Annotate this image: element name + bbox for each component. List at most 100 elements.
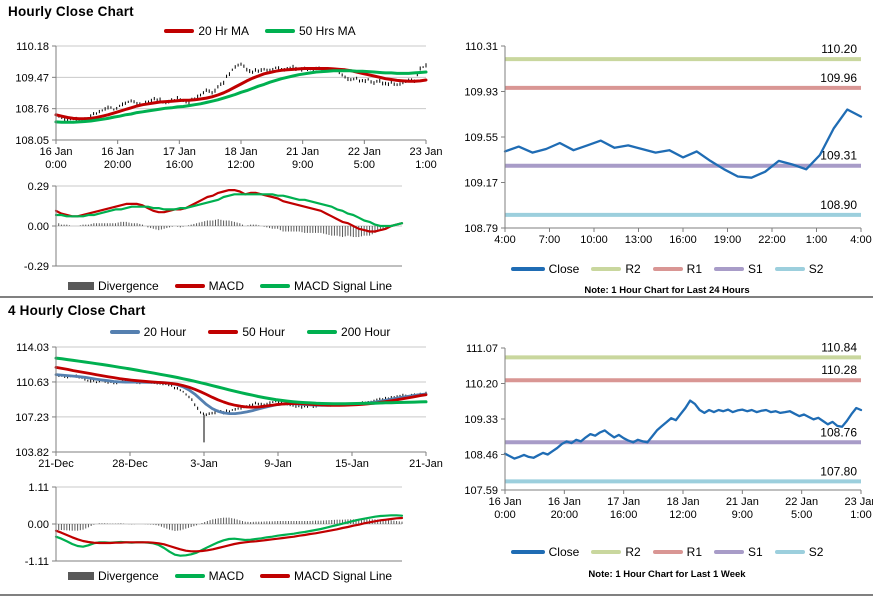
x-tick-label: 17 Jan xyxy=(163,146,196,158)
hourly-macd-legend: Divergence MACD MACD Signal Line xyxy=(40,279,420,293)
x-tick-label: 22:00 xyxy=(758,234,786,246)
x-tick-label: 21 Jan xyxy=(726,496,759,508)
x-tick-label: 12:00 xyxy=(669,509,697,521)
legend-label: 20 Hr MA xyxy=(198,24,249,38)
s2-swatch xyxy=(774,267,805,271)
legend-item-macd-signal-line: MACD Signal Line xyxy=(260,279,392,293)
x-tick-label: 23 Jan xyxy=(844,496,873,508)
x-tick-label: 21-Dec xyxy=(38,458,74,470)
x-tick-label: 22 Jan xyxy=(785,496,818,508)
legend-label: S1 xyxy=(748,545,763,559)
y-tick-label: 110.20 xyxy=(465,379,498,391)
series-macd-signal-line xyxy=(54,193,404,228)
legend-label: S2 xyxy=(808,545,824,559)
y-tick-label: 114.03 xyxy=(16,342,49,354)
y-tick-label: 0.29 xyxy=(28,181,49,193)
x-tick-label: 19:00 xyxy=(714,234,742,246)
x-tick-label: 3-Jan xyxy=(190,458,218,470)
close-swatch xyxy=(510,550,545,554)
legend-label: 200 Hour xyxy=(341,325,391,339)
legend-item-macd-signal-line: MACD Signal Line xyxy=(260,569,392,583)
macd-swatch xyxy=(174,284,205,288)
legend-label: Divergence xyxy=(97,279,159,293)
r1-swatch xyxy=(652,550,683,554)
s2-swatch xyxy=(774,550,805,554)
legend-label: S1 xyxy=(748,262,763,276)
x-tick-label: 18 Jan xyxy=(224,146,257,158)
four-hourly-macd-chart: 1.11 0.00 -1.11 xyxy=(25,482,404,568)
macd-signal-line-swatch xyxy=(260,284,290,288)
x-tick-label: 23 Jan xyxy=(409,146,442,158)
legend-label: 50 Hour xyxy=(242,325,286,339)
x-tick-label: 15-Jan xyxy=(335,458,369,470)
x-tick-label: 16 Jan xyxy=(548,496,581,508)
200-hour-swatch xyxy=(307,330,338,334)
macd-signal-line-swatch xyxy=(260,574,290,578)
level-label-s1: 108.76 xyxy=(820,425,857,439)
level-label-r1: 110.28 xyxy=(821,363,857,377)
x-tick-label: 16:00 xyxy=(166,159,194,171)
series-50-hrs-ma xyxy=(54,69,428,124)
y-tick-label: 107.23 xyxy=(15,412,49,424)
x-tick-label: 21-Jan xyxy=(409,458,443,470)
r1-swatch xyxy=(652,267,683,271)
y-tick-label: 110.31 xyxy=(465,41,498,53)
y-tick-label: 0.00 xyxy=(28,221,49,233)
divergence-swatch xyxy=(67,282,94,290)
y-tick-label: 109.55 xyxy=(464,132,498,144)
series-close xyxy=(503,399,863,460)
series-200-hour xyxy=(54,356,428,406)
y-tick-label: -0.29 xyxy=(24,261,49,273)
hourly-section-title: Hourly Close Chart xyxy=(8,4,134,19)
level-label-s2: 107.80 xyxy=(820,464,857,478)
y-tick-label: -1.11 xyxy=(25,556,49,568)
y-tick-label: 111.07 xyxy=(466,343,498,355)
four-hourly-macd-legend: Divergence MACD MACD Signal Line xyxy=(40,569,420,583)
x-tick-label: 16 Jan xyxy=(39,146,72,158)
s1-swatch xyxy=(714,550,744,554)
legend-label: Close xyxy=(548,545,580,559)
x-tick-label: 9:00 xyxy=(732,509,753,521)
x-tick-label: 18 Jan xyxy=(666,496,699,508)
legend-label: R1 xyxy=(686,545,702,559)
x-tick-label: 13:00 xyxy=(625,234,653,246)
legend-item-close: Close xyxy=(510,545,580,559)
four-hourly-price-legend: 20 Hour 50 Hour 200 Hour xyxy=(70,325,430,339)
series-close xyxy=(503,108,863,179)
y-tick-label: 108.76 xyxy=(15,104,49,116)
y-tick-label: 108.05 xyxy=(15,135,49,147)
close-swatch xyxy=(510,267,545,271)
hourly-macd-chart: 0.29 0.00 -0.29 xyxy=(24,181,404,273)
legend-item-s2: S2 xyxy=(774,545,824,559)
legend-label: MACD Signal Line xyxy=(294,569,393,583)
legend-label: R2 xyxy=(625,545,641,559)
x-tick-label: 28-Dec xyxy=(112,458,148,470)
legend-item-s2: S2 xyxy=(774,262,824,276)
y-tick-label: 1.11 xyxy=(28,482,49,494)
legend-item-macd: MACD xyxy=(174,569,244,583)
legend-label: MACD xyxy=(208,569,244,583)
level-label-r2: 110.20 xyxy=(821,42,857,56)
50-hrs-ma-swatch xyxy=(265,29,295,33)
x-tick-label: 7:00 xyxy=(539,234,560,246)
legend-item-r1: R1 xyxy=(652,262,702,276)
legend-item-20-hr-ma: 20 Hr MA xyxy=(164,24,249,38)
legend-item-divergence: Divergence xyxy=(67,569,159,583)
y-tick-label: 108.79 xyxy=(464,223,498,235)
level-label-r1: 109.96 xyxy=(820,71,857,85)
x-tick-label: 16 Jan xyxy=(488,496,521,508)
x-tick-label: 4:00 xyxy=(850,234,871,246)
legend-label: R2 xyxy=(625,262,641,276)
legend-label: 20 Hour xyxy=(143,325,187,339)
x-tick-label: 16 Jan xyxy=(101,146,134,158)
x-tick-label: 0:00 xyxy=(45,159,66,171)
level-label-r2: 110.84 xyxy=(821,340,857,354)
y-tick-label: 109.47 xyxy=(15,72,49,84)
series-macd xyxy=(54,189,404,233)
x-tick-label: 5:00 xyxy=(791,509,812,521)
legend-item-macd: MACD xyxy=(174,279,244,293)
legend-label: S2 xyxy=(808,262,824,276)
macd-swatch xyxy=(174,574,205,578)
